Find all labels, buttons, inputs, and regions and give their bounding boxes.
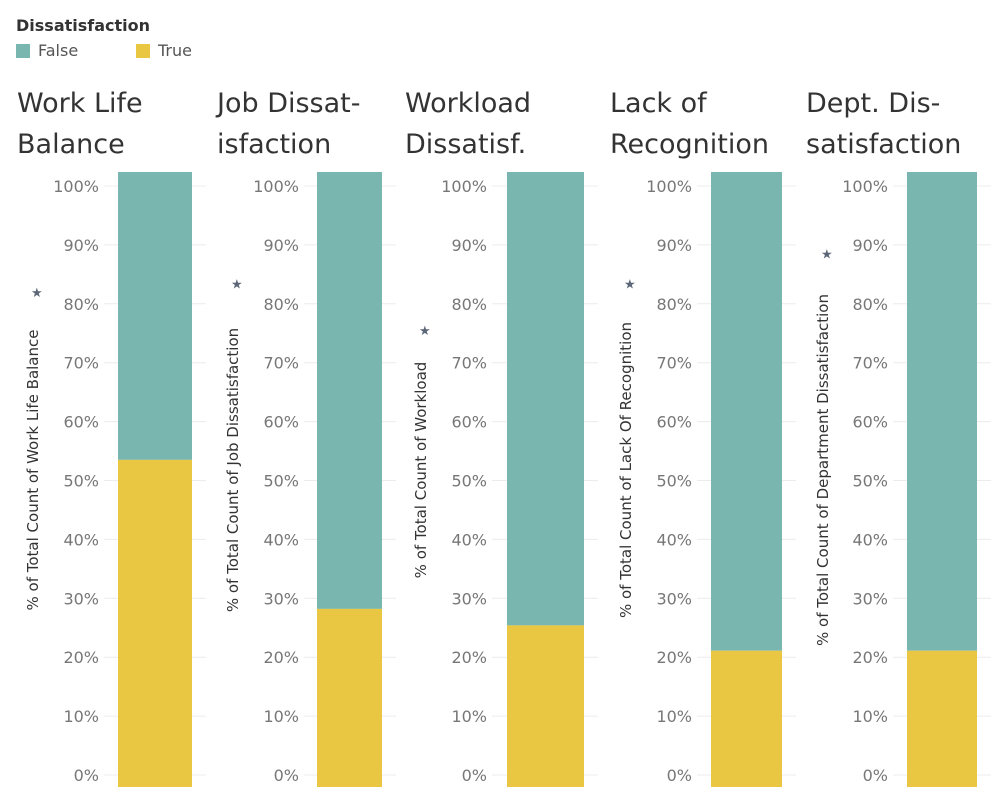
y-tick-label: 90% xyxy=(656,236,692,255)
y-tick-label: 60% xyxy=(451,413,487,432)
y-axis-title: % of Total Count of Lack Of Recognition xyxy=(617,322,635,618)
panel-title-line: Job Dissat- xyxy=(215,88,361,119)
bar-segment-false xyxy=(317,172,382,609)
y-tick-label: 100% xyxy=(441,177,487,196)
y-tick-label: 100% xyxy=(53,177,99,196)
y-tick-label: 0% xyxy=(462,766,487,785)
y-tick-label: 10% xyxy=(852,707,888,726)
panel-title-line: satisfaction xyxy=(806,129,961,160)
y-tick-label: 30% xyxy=(63,589,99,608)
y-tick-label: 10% xyxy=(63,707,99,726)
pin-icon: ★ xyxy=(624,277,636,292)
y-tick-label: 70% xyxy=(63,354,99,373)
panel-title-line: Workload xyxy=(405,88,531,119)
y-tick-label: 20% xyxy=(852,648,888,667)
bar-segment-true xyxy=(507,625,584,787)
bar-segment-false xyxy=(118,172,192,460)
pin-icon: ★ xyxy=(821,248,833,263)
y-tick-label: 40% xyxy=(656,530,692,549)
y-tick-label: 40% xyxy=(263,530,299,549)
bar-segment-false xyxy=(907,172,977,651)
y-tick-label: 80% xyxy=(451,295,487,314)
panel-title-line: Dept. Dis- xyxy=(806,88,940,119)
y-tick-label: 10% xyxy=(451,707,487,726)
y-tick-label: 80% xyxy=(263,295,299,314)
panel-5: Dept. Dis-satisfaction 100% 90% 80% 70% 60% 50… xyxy=(806,88,991,787)
pin-icon: ★ xyxy=(419,324,431,339)
y-axis-title: % of Total Count of Work Life Balance xyxy=(24,330,42,611)
y-axis-title: % of Total Count of Workload xyxy=(412,362,430,579)
y-axis-title: % of Total Count of Department Dissatisf… xyxy=(814,294,832,646)
bar-segment-true xyxy=(907,650,977,787)
y-tick-label: 20% xyxy=(656,648,692,667)
y-tick-label: 50% xyxy=(263,472,299,491)
y-tick-label: 20% xyxy=(263,648,299,667)
y-tick-label: 20% xyxy=(451,648,487,667)
y-tick-label: 0% xyxy=(74,766,99,785)
bar-segment-false xyxy=(711,172,782,651)
y-tick-label: 100% xyxy=(253,177,299,196)
panel-title-line: Dissatisf. xyxy=(405,129,526,160)
panel-title-line: Lack of xyxy=(610,88,708,119)
y-tick-label: 90% xyxy=(451,236,487,255)
y-tick-label: 30% xyxy=(263,589,299,608)
y-tick-label: 100% xyxy=(646,177,692,196)
y-tick-label: 0% xyxy=(667,766,692,785)
y-tick-label: 40% xyxy=(451,530,487,549)
y-tick-label: 10% xyxy=(656,707,692,726)
panel-title-line: Recognition xyxy=(610,129,769,160)
y-tick-label: 40% xyxy=(852,530,888,549)
y-tick-label: 50% xyxy=(852,472,888,491)
y-tick-label: 30% xyxy=(451,589,487,608)
y-tick-label: 100% xyxy=(842,177,888,196)
bar-segment-true xyxy=(317,608,382,787)
panel-title-line: isfaction xyxy=(217,129,331,160)
legend: Dissatisfaction False True xyxy=(16,16,256,66)
y-tick-label: 80% xyxy=(63,295,99,314)
y-tick-label: 60% xyxy=(656,413,692,432)
legend-title: Dissatisfaction xyxy=(16,16,151,35)
y-tick-label: 70% xyxy=(656,354,692,373)
y-tick-label: 60% xyxy=(263,413,299,432)
y-tick-label: 70% xyxy=(263,354,299,373)
panel-4: Lack of Recognition 100% 90% 80% 70% 60% 50% 40%… xyxy=(610,88,796,787)
y-tick-label: 50% xyxy=(63,472,99,491)
y-tick-label: 30% xyxy=(852,589,888,608)
panel-title-line: Work Life xyxy=(17,88,143,119)
legend-label-true: True xyxy=(158,41,192,60)
bar-segment-true xyxy=(711,650,782,787)
y-axis-title: % of Total Count of Job Dissatisfaction xyxy=(224,328,242,612)
panel-2: Job Dissat-isfaction 100% 90% 80% 70% 60% 50% 4… xyxy=(215,88,396,787)
y-tick-label: 90% xyxy=(63,236,99,255)
y-tick-label: 10% xyxy=(263,707,299,726)
y-tick-label: 60% xyxy=(63,413,99,432)
y-tick-label: 50% xyxy=(451,472,487,491)
pin-icon: ★ xyxy=(31,286,43,301)
y-tick-label: 80% xyxy=(656,295,692,314)
y-tick-label: 0% xyxy=(863,766,888,785)
bar-segment-false xyxy=(507,172,584,626)
panel-1: Work Life Balance 100% 90% 80% 70% 60% 50% 40% 30… xyxy=(17,88,206,787)
y-tick-label: 70% xyxy=(451,354,487,373)
y-tick-label: 60% xyxy=(852,413,888,432)
panel-3: Workload Dissatisf. 100% 90% 80% 70% 60% 50% 40%… xyxy=(405,88,598,787)
y-tick-label: 0% xyxy=(274,766,299,785)
legend-label-false: False xyxy=(38,41,79,60)
panel-title-line: Balance xyxy=(17,129,125,160)
y-tick-label: 40% xyxy=(63,530,99,549)
legend-swatch-true xyxy=(136,44,150,58)
y-tick-label: 90% xyxy=(852,236,888,255)
legend-swatch-false xyxy=(16,44,30,58)
y-tick-label: 20% xyxy=(63,648,99,667)
y-tick-label: 70% xyxy=(852,354,888,373)
y-tick-label: 90% xyxy=(263,236,299,255)
bar-segment-true xyxy=(118,459,192,787)
y-tick-label: 50% xyxy=(656,472,692,491)
y-tick-label: 80% xyxy=(852,295,888,314)
y-tick-label: 30% xyxy=(656,589,692,608)
pin-icon: ★ xyxy=(231,277,243,292)
